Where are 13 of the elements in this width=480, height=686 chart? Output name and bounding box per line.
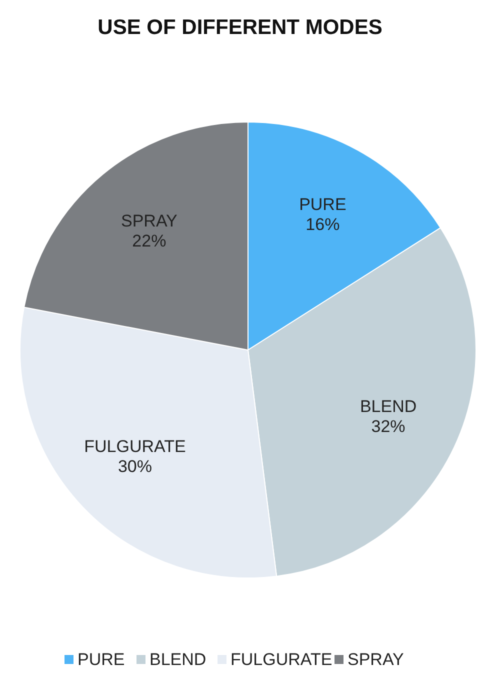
chart-title: USE OF DIFFERENT MODES: [98, 16, 382, 39]
slice-label: PURE: [299, 195, 346, 214]
legend-label: PURE: [78, 650, 125, 669]
data-label: 22%: [132, 232, 166, 251]
legend-label: BLEND: [150, 650, 206, 669]
slice-label: FULGURATE: [84, 437, 186, 456]
data-label: 16%: [306, 215, 340, 234]
slice-label: SPRAY: [120, 212, 178, 231]
slice-label: BLEND: [360, 397, 417, 416]
data-label: 32%: [371, 417, 406, 436]
legend-label: FULGURATE: [230, 650, 332, 669]
legend-label: SPRAY: [348, 650, 404, 669]
data-label: 30%: [118, 457, 152, 476]
